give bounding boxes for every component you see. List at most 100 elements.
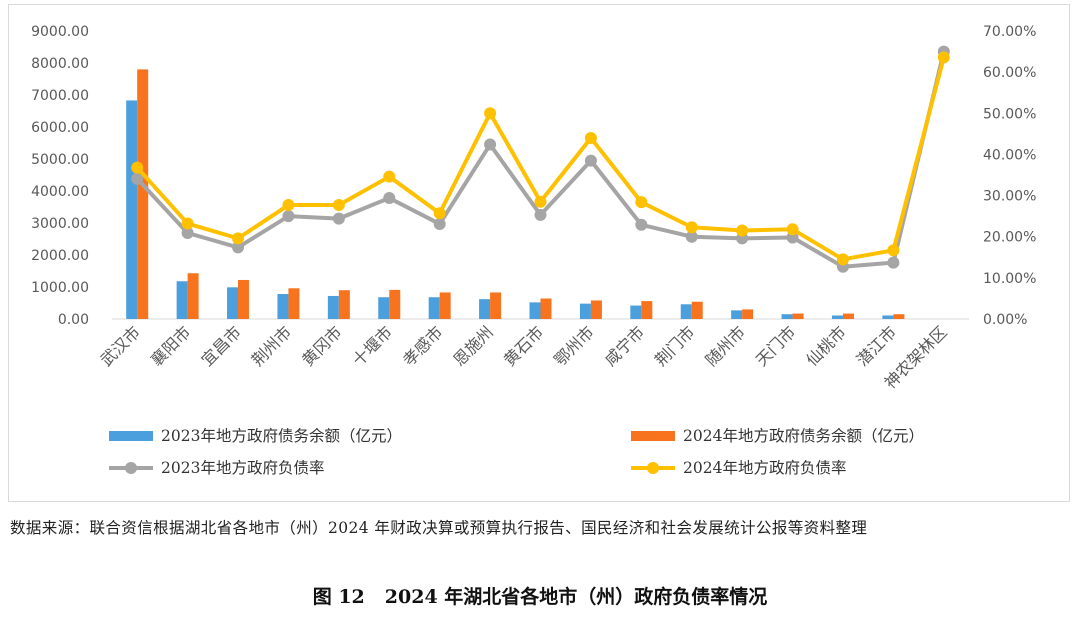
line-point-2024 bbox=[836, 253, 849, 266]
source-note: 数据来源：联合资信根据湖北省各地市（州）2024 年财政决算或预算执行报告、国民… bbox=[10, 519, 868, 537]
bar-2023 bbox=[428, 297, 440, 319]
left-tick-label: 5000.00 bbox=[31, 152, 89, 168]
left-tick-label: 6000.00 bbox=[31, 120, 89, 136]
bar-2023 bbox=[781, 314, 793, 319]
legend-label: 2024年地方政府债务余额（亿元） bbox=[683, 426, 924, 445]
category-label: 鄂州市 bbox=[550, 322, 597, 369]
category-label: 荆门市 bbox=[651, 322, 698, 369]
line-point-2024 bbox=[786, 223, 799, 236]
line-point-2024 bbox=[433, 207, 446, 220]
legend-swatch-marker bbox=[125, 462, 137, 474]
right-tick-label: 60.00% bbox=[983, 65, 1036, 81]
bar-2023 bbox=[378, 297, 390, 319]
figure-caption: 图 12 2024 年湖北省各地市（州）政府负债率情况 bbox=[0, 582, 1080, 609]
line-point-2023 bbox=[584, 154, 597, 167]
bar-2023 bbox=[479, 299, 491, 319]
category-label: 恩施州 bbox=[450, 322, 497, 369]
category-label: 武汉市 bbox=[97, 322, 144, 369]
bar-2023 bbox=[176, 281, 188, 319]
line-point-2024 bbox=[181, 217, 194, 230]
category-label: 十堰市 bbox=[349, 322, 396, 369]
right-axis-ticks: 0.00% 10.00% 20.00% 30.00% 40.00% 50.00% 60.00… bbox=[983, 24, 1036, 328]
line-point-2023 bbox=[534, 208, 547, 221]
line-point-2023 bbox=[887, 256, 900, 269]
right-tick-label: 30.00% bbox=[983, 189, 1036, 205]
line-point-2023 bbox=[181, 227, 194, 240]
line-point-2024 bbox=[232, 232, 245, 245]
legend-swatch-marker bbox=[647, 462, 659, 474]
bar-2023 bbox=[831, 315, 843, 319]
line-series-2023 bbox=[135, 51, 946, 269]
category-label: 宜昌市 bbox=[197, 322, 244, 369]
figure-label: 图 12 bbox=[312, 586, 365, 608]
bar-2023 bbox=[630, 305, 642, 319]
bar-2023 bbox=[731, 310, 743, 319]
bar-2024 bbox=[540, 298, 552, 319]
line-point-2024 bbox=[484, 107, 497, 120]
line-point-2024 bbox=[584, 131, 597, 144]
legend-label: 2023年地方政府负债率 bbox=[161, 459, 324, 477]
line-point-2023 bbox=[332, 212, 345, 225]
line-point-2024 bbox=[685, 221, 698, 234]
bar-2024 bbox=[288, 288, 300, 319]
line-point-2023 bbox=[484, 138, 497, 151]
bar-2023 bbox=[277, 294, 289, 319]
bar-2024 bbox=[238, 279, 250, 319]
category-label: 咸宁市 bbox=[601, 322, 648, 369]
bar-series-group bbox=[126, 69, 905, 320]
right-tick-label: 10.00% bbox=[983, 271, 1036, 287]
left-tick-label: 3000.00 bbox=[31, 216, 89, 232]
bar-2024 bbox=[742, 309, 754, 319]
bar-2024 bbox=[439, 292, 451, 319]
left-tick-label: 9000.00 bbox=[31, 24, 89, 40]
legend: 2023年地方政府债务余额（亿元） 2024年地方政府债务余额（亿元） 2023年地… bbox=[109, 426, 924, 477]
category-label: 荆州市 bbox=[248, 322, 295, 369]
chart-frame: 0.00 1000.00 2000.00 3000.00 4000.00 5000.00 6… bbox=[8, 4, 1070, 502]
right-tick-label: 50.00% bbox=[983, 106, 1036, 122]
line-point-2023 bbox=[131, 172, 144, 185]
category-label: 天门市 bbox=[752, 322, 799, 369]
bar-2023 bbox=[680, 304, 692, 319]
bar-2023 bbox=[227, 287, 239, 319]
left-tick-label: 7000.00 bbox=[31, 88, 89, 104]
category-label: 潜江市 bbox=[853, 322, 900, 369]
line-point-2024 bbox=[937, 51, 950, 64]
line-point-2024 bbox=[131, 161, 144, 174]
bar-2024 bbox=[893, 314, 905, 319]
legend-swatch-bar bbox=[631, 431, 675, 441]
line-point-2023 bbox=[635, 218, 648, 231]
right-tick-label: 40.00% bbox=[983, 147, 1036, 163]
category-label: 黄石市 bbox=[500, 322, 547, 369]
line-point-2024 bbox=[332, 199, 345, 212]
category-label: 仙桃市 bbox=[802, 322, 849, 369]
right-tick-label: 20.00% bbox=[983, 230, 1036, 246]
bar-2024 bbox=[490, 292, 502, 319]
bar-2024 bbox=[389, 289, 401, 319]
line-series-group bbox=[131, 45, 950, 273]
left-tick-label: 1000.00 bbox=[31, 280, 89, 296]
bar-2024 bbox=[792, 313, 804, 319]
line-point-2023 bbox=[232, 241, 245, 254]
left-tick-label: 0.00 bbox=[58, 312, 89, 328]
line-point-2023 bbox=[433, 217, 446, 230]
line-point-2024 bbox=[282, 199, 295, 212]
chart-svg: 0.00 1000.00 2000.00 3000.00 4000.00 5000.00 6… bbox=[31, 24, 1036, 477]
line-point-2023 bbox=[282, 210, 295, 223]
line-series-2024 bbox=[135, 56, 946, 262]
legend-label: 2024年地方政府负债率 bbox=[683, 459, 846, 477]
category-label: 孝感市 bbox=[399, 322, 446, 369]
line-point-2023 bbox=[786, 231, 799, 244]
bar-2024 bbox=[137, 69, 149, 320]
left-tick-label: 8000.00 bbox=[31, 56, 89, 72]
line-point-2023 bbox=[685, 230, 698, 243]
bar-2024 bbox=[691, 301, 703, 319]
line-point-2024 bbox=[534, 195, 547, 208]
figure-title: 2024 年湖北省各地市（州）政府负债率情况 bbox=[384, 586, 768, 608]
left-axis-ticks: 0.00 1000.00 2000.00 3000.00 4000.00 5000.00 6… bbox=[31, 24, 89, 328]
bar-2023 bbox=[529, 302, 541, 319]
category-label: 随州市 bbox=[702, 322, 749, 369]
bar-2023 bbox=[327, 295, 339, 319]
bar-2023 bbox=[126, 100, 138, 319]
line-point-2024 bbox=[736, 224, 749, 237]
line-point-2024 bbox=[383, 170, 396, 183]
